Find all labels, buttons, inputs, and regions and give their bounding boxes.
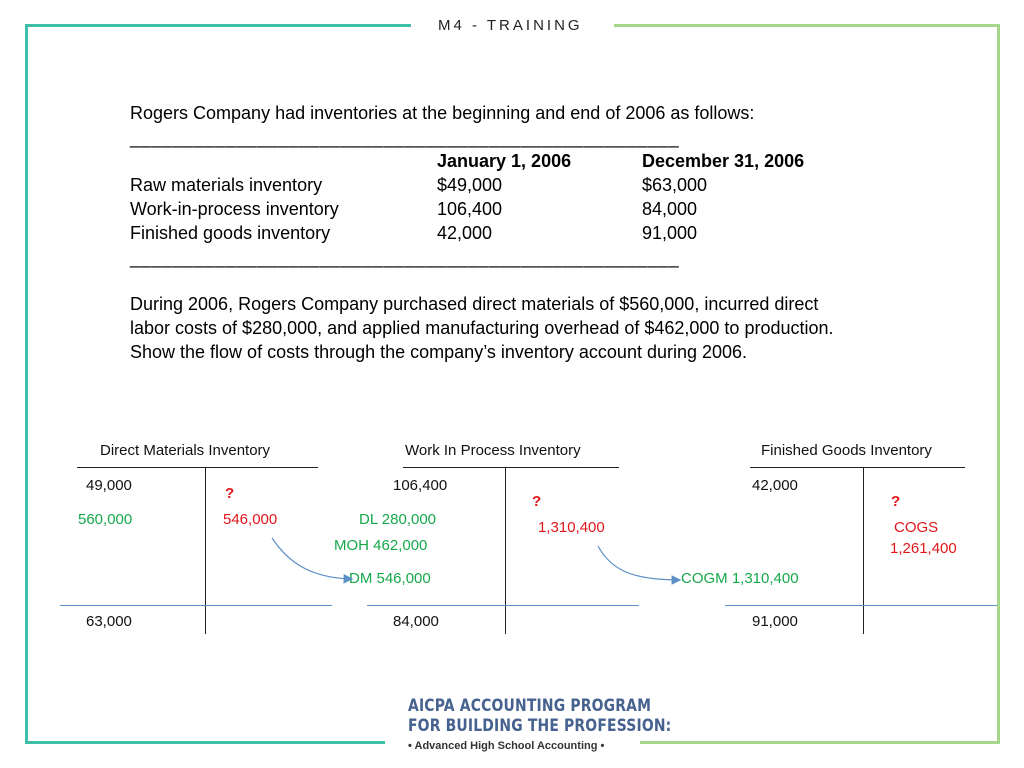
paragraph-line-2: labor costs of $280,000, and applied man… [130,318,834,338]
row-dec-raw: $63,000 [642,175,708,195]
dm-top-rule [77,467,318,468]
frame-right [997,24,1000,744]
wip-bottom-rule [367,605,639,606]
fg-top-rule [750,467,965,468]
row-dec-fg: 91,000 [642,223,698,243]
fg-account-title: Finished Goods Inventory [761,442,932,459]
row-dec-wip: 84,000 [642,199,698,219]
wip-vertical-rule [505,467,506,634]
separator-bottom: ________________________________________… [130,248,680,268]
fg-ending: 91,000 [752,613,798,630]
logo-line-3: • Advanced High School Accounting • [408,740,605,752]
fg-cogs-label: COGS [894,519,939,536]
dm-credit-used: 546,000 [223,511,278,528]
problem-intro: Rogers Company had inventories at the be… [130,103,755,123]
fg-bottom-rule [725,605,997,606]
wip-question: ? [532,493,542,510]
wip-top-rule [403,467,619,468]
wip-direct-materials: DM 546,000 [349,570,431,587]
dm-ending: 63,000 [86,613,132,630]
dm-beginning: 49,000 [86,477,132,494]
frame-top-left [25,24,411,27]
fg-cogs-value: 1,261,400 [890,540,957,557]
row-jan-raw: $49,000 [437,175,503,195]
frame-bottom-right [640,741,1000,744]
row-label-wip: Work-in-process inventory [130,199,339,219]
paragraph-line-1: During 2006, Rogers Company purchased di… [130,294,819,314]
wip-beginning: 106,400 [393,477,448,494]
dm-question: ? [225,485,235,502]
row-label-raw: Raw materials inventory [130,175,323,195]
col-header-dec: December 31, 2006 [642,151,805,171]
fg-vertical-rule [863,467,864,634]
fg-question: ? [891,493,901,510]
row-jan-fg: 42,000 [437,223,493,243]
dm-bottom-rule [60,605,332,606]
wip-ending: 84,000 [393,613,439,630]
dm-account-title: Direct Materials Inventory [100,442,271,459]
logo-line-2: FOR BUILDING THE PROFESSION: [408,716,672,736]
fg-beginning: 42,000 [752,477,798,494]
row-label-fg: Finished goods inventory [130,223,331,243]
wip-credit-transferred: 1,310,400 [538,519,605,536]
logo-line-1: AICPA ACCOUNTING PROGRAM [408,696,652,716]
dm-vertical-rule [205,467,206,634]
frame-top-right [614,24,1000,27]
frame-left [25,24,28,744]
separator-top: ________________________________________… [130,128,680,148]
arrow-wip-to-fg [597,545,682,585]
page-title: M4 - TRAINING [438,17,583,34]
wip-overhead: MOH 462,000 [334,537,428,554]
dm-debit-purchases: 560,000 [78,511,133,528]
wip-account-title: Work In Process Inventory [405,442,581,459]
paragraph-line-3: Show the flow of costs through the compa… [130,342,748,362]
wip-direct-labor: DL 280,000 [359,511,437,528]
row-jan-wip: 106,400 [437,199,503,219]
frame-bottom-left [25,741,385,744]
col-header-jan: January 1, 2006 [437,151,572,171]
fg-cogm: COGM 1,310,400 [681,570,799,587]
